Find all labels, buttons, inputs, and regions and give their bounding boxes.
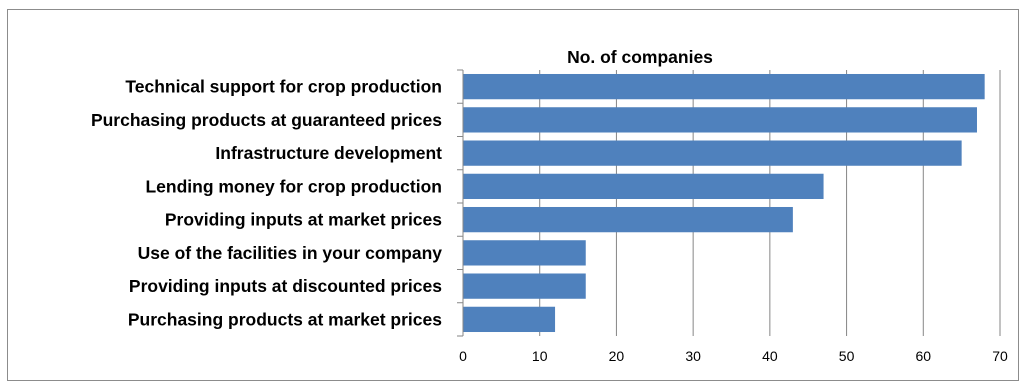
category-label-7: Providing inputs at discounted prices [129,276,442,296]
x-tick-label-20: 20 [609,348,625,364]
bars [463,73,985,333]
bar-7 [463,273,586,299]
bar-4 [463,173,824,200]
category-label-4: Lending money for crop production [145,176,442,196]
x-tick-label-10: 10 [532,348,548,364]
bar-3 [463,140,962,166]
category-label-5: Providing inputs at market prices [165,210,442,230]
x-tick-labels: 0 10 20 30 40 50 60 70 [459,348,1008,364]
category-label-1: Technical support for crop production [125,77,442,97]
x-tick-label-40: 40 [762,348,778,364]
bar-2 [463,107,977,133]
x-tick-label-60: 60 [915,348,931,364]
bar-6 [463,240,586,266]
axes [457,69,464,337]
category-label-3: Infrastructure development [215,143,442,163]
x-tick-label-0: 0 [459,348,467,364]
category-label-2: Purchasing products at guaranteed prices [91,110,442,130]
x-tick-label-50: 50 [839,348,855,364]
chart-title: No. of companies [567,47,713,67]
x-tick-label-70: 70 [992,348,1008,364]
category-label-8: Purchasing products at market prices [128,309,442,329]
bar-5 [463,206,793,233]
category-label-6: Use of the facilities in your company [138,243,443,263]
bar-8 [463,306,556,333]
x-tick-label-30: 30 [685,348,701,364]
category-labels: Technical support for crop production Pur… [91,77,442,330]
bar-1 [463,73,985,100]
